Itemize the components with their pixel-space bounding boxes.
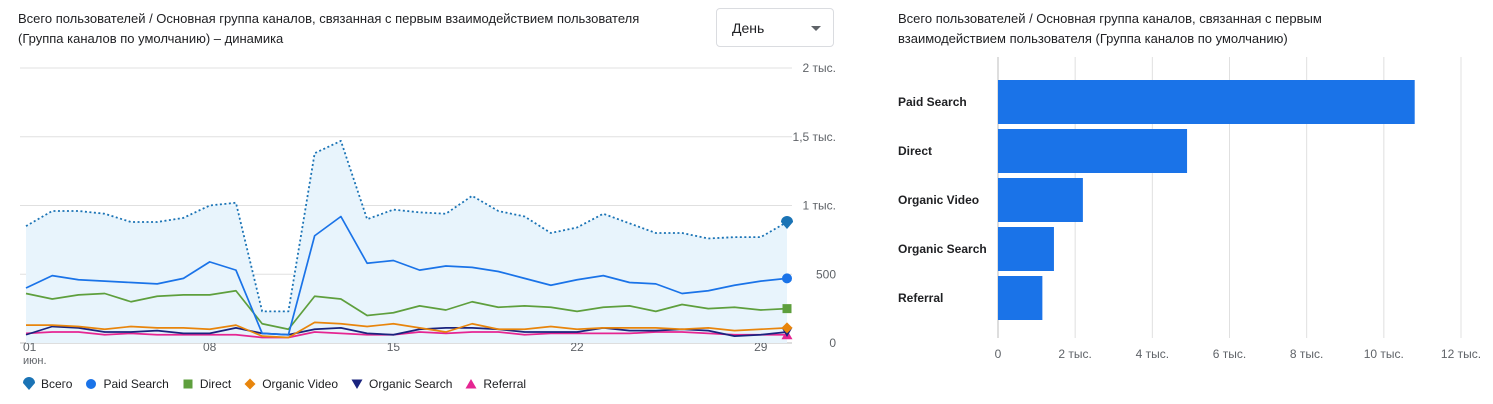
total-area [26, 140, 787, 343]
legend-label: Всего [41, 377, 73, 391]
x-tick-sublabel: июн. [23, 355, 47, 367]
legend-marker [86, 379, 97, 389]
legend-label: Organic Video [262, 377, 339, 391]
legend-marker [183, 379, 193, 389]
end-point-marker [781, 216, 793, 229]
bar-category-label: Organic Video [898, 193, 979, 207]
line-chart-legend: Всего Paid Search Direct Organic Video Organ… [22, 377, 538, 391]
x-tick-label: 15 [387, 340, 401, 354]
bar-paid-search[interactable] [998, 80, 1415, 124]
series-line-referral [25, 331, 787, 339]
bar-category-label: Referral [898, 291, 943, 305]
y-tick-label: 1 тыс. [803, 199, 836, 213]
legend-label: Organic Search [369, 377, 453, 391]
end-point-marker [782, 273, 792, 284]
y-tick-label: 0 [829, 336, 836, 350]
legend-item[interactable]: Всего [22, 377, 72, 391]
end-point-marker [782, 304, 792, 314]
legend-marker-icon [351, 379, 363, 389]
bar-organic-search[interactable] [998, 227, 1054, 271]
y-tick-label: 1,5 тыс. [793, 130, 836, 144]
x-tick-label: 29 [754, 340, 768, 354]
legend-marker [465, 379, 477, 389]
legend-item[interactable]: Paid Search [84, 377, 169, 391]
series-line-всего [25, 139, 788, 313]
series-line-direct [25, 289, 788, 331]
x-tick-label: 4 тыс. [1136, 347, 1169, 361]
legend-marker-icon [183, 379, 193, 389]
x-tick-label: 8 тыс. [1290, 347, 1323, 361]
bar-chart-title: Всего пользователей / Основная группа ка… [898, 11, 1322, 46]
legend-marker-icon [23, 377, 35, 390]
end-point-marker [781, 322, 793, 334]
series-line-organic-search [25, 325, 788, 337]
x-tick-label: 6 тыс. [1213, 347, 1246, 361]
series-line-organic-video [26, 321, 788, 339]
legend-item[interactable]: Direct [181, 377, 231, 391]
legend-label: Referral [483, 377, 527, 391]
x-tick-label: 22 [570, 340, 584, 354]
x-tick-label: 08 [203, 340, 217, 354]
y-tick-label: 2 тыс. [803, 61, 836, 75]
x-tick-label: 2 тыс. [1058, 347, 1091, 361]
bar-category-label: Paid Search [898, 95, 967, 109]
y-tick-label: 500 [816, 267, 836, 281]
legend-marker-icon [86, 379, 97, 389]
legend-label: Paid Search [103, 377, 169, 391]
x-tick-label: 01 [23, 340, 37, 354]
legend-marker [351, 379, 363, 389]
x-tick-label: 10 тыс. [1364, 347, 1404, 361]
legend-marker-icon [244, 378, 256, 390]
legend-marker [23, 377, 35, 390]
x-tick-label: 0 [995, 347, 1002, 361]
bar-direct[interactable] [998, 129, 1188, 173]
bar-organic-video[interactable] [998, 178, 1083, 222]
period-dropdown-value: День [732, 20, 765, 36]
bar-category-label: Organic Search [898, 242, 987, 256]
bar-category-label: Direct [898, 144, 932, 158]
legend-marker [244, 378, 256, 390]
legend-item[interactable]: Organic Search [350, 377, 452, 391]
line-chart-title: Всего пользователей / Основная группа ка… [18, 11, 640, 46]
series-line-paid-search [25, 215, 788, 336]
period-dropdown[interactable]: День [716, 8, 834, 47]
chevron-down-icon [811, 26, 821, 31]
x-tick-label: 12 тыс. [1441, 347, 1481, 361]
bar-referral[interactable] [998, 276, 1043, 320]
legend-item[interactable]: Referral [464, 377, 526, 391]
bar-chart: 0 2 тыс. 4 тыс. 6 тыс. 8 тыс. 10 тыс. 12 тыс. P… [898, 57, 1481, 361]
legend-item[interactable]: Organic Video [243, 377, 338, 391]
legend-label: Direct [199, 377, 232, 391]
legend-marker-icon [465, 379, 477, 389]
